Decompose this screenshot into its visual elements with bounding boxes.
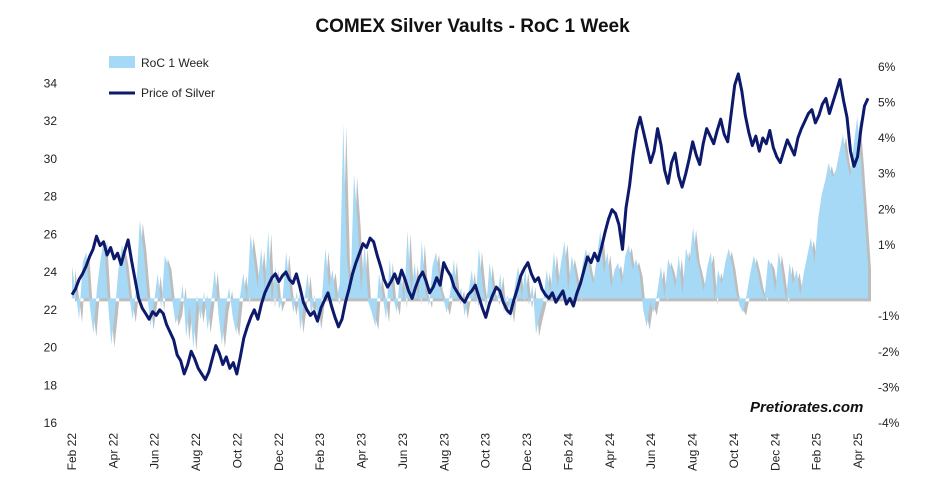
legend-roc-label: RoC 1 Week [141, 56, 210, 70]
chart-title: COMEX Silver Vaults - RoC 1 Week [315, 16, 630, 37]
y-right-tick-label: -4% [878, 416, 900, 430]
x-tick-label: Feb 23 [313, 433, 327, 471]
y-left-tick-label: 26 [44, 227, 58, 241]
x-tick-label: Apr 23 [355, 433, 369, 469]
x-tick-label: Jun 23 [396, 433, 410, 469]
y-right-tick-label: 5% [878, 95, 896, 109]
x-tick-label: Dec 24 [768, 433, 782, 471]
y-right-tick-label: 2% [878, 202, 896, 216]
x-tick-label: Apr 22 [106, 433, 120, 469]
y-left-tick-label: 22 [44, 303, 58, 317]
y-left-tick-label: 16 [44, 416, 58, 430]
y-right-tick-label: -3% [878, 380, 900, 394]
y-right-tick-label: 1% [878, 238, 896, 252]
y-left-tick-label: 18 [44, 378, 58, 392]
legend-price-label: Price of Silver [141, 86, 215, 100]
x-tick-label: Aug 24 [686, 433, 700, 471]
y-left-tick-label: 30 [44, 152, 58, 166]
y-right-tick-label: 3% [878, 167, 896, 181]
x-tick-label: Dec 22 [272, 433, 286, 471]
legend-roc-swatch [109, 56, 135, 68]
x-tick-label: Feb 24 [561, 433, 575, 471]
price-line [70, 72, 870, 382]
watermark-text: Pretiorates.com [750, 399, 863, 416]
y-right-tick-label: 6% [878, 60, 896, 74]
y-left-tick-label: 20 [44, 341, 58, 355]
x-tick-label: Feb 25 [810, 433, 824, 471]
x-tick-label: Apr 25 [851, 433, 865, 469]
y-left-tick-label: 32 [44, 114, 58, 128]
y-left-tick-label: 34 [44, 76, 58, 90]
x-tick-label: Aug 22 [189, 433, 203, 471]
x-tick-label: Feb 22 [65, 433, 79, 471]
x-tick-label: Jun 24 [644, 433, 658, 469]
y-right-tick-label: -1% [878, 309, 900, 323]
y-left-tick-label: 28 [44, 190, 58, 204]
x-tick-label: Dec 23 [520, 433, 534, 471]
x-tick-label: Oct 24 [727, 433, 741, 469]
x-tick-label: Jun 22 [148, 433, 162, 469]
x-tick-label: Aug 23 [437, 433, 451, 471]
x-tick-label: Oct 22 [231, 433, 245, 469]
x-tick-label: Apr 24 [603, 433, 617, 469]
roc-area [72, 116, 868, 349]
y-left-tick-label: 24 [44, 265, 58, 279]
y-right-tick-label: -2% [878, 345, 900, 359]
x-tick-label: Oct 23 [479, 433, 493, 469]
y-right-tick-label: 4% [878, 131, 896, 145]
